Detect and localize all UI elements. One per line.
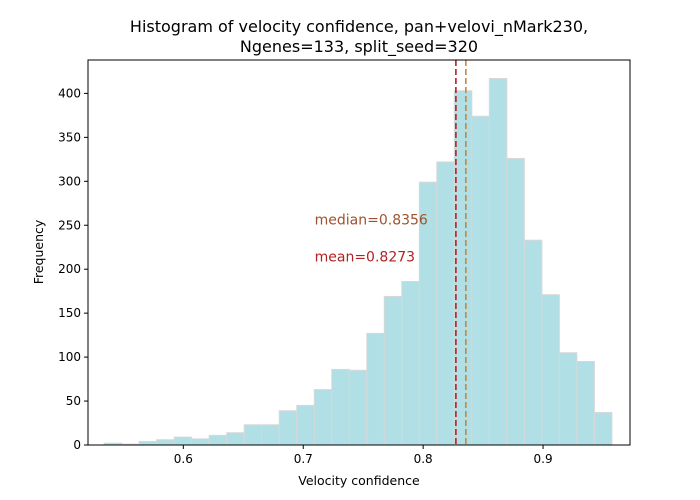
- y-axis-label: Frequency: [31, 219, 46, 284]
- chart-title-line-2: Ngenes=133, split_seed=320: [240, 37, 478, 57]
- histogram-bar: [226, 432, 245, 446]
- histogram-bar: [173, 436, 193, 446]
- histogram-bar: [471, 115, 490, 446]
- histogram-bar: [191, 438, 210, 446]
- x-tick-label: 0.6: [174, 452, 193, 466]
- x-tick-label: 0.8: [414, 452, 433, 466]
- histogram-bar: [313, 389, 333, 446]
- histogram-bar: [208, 434, 228, 446]
- histogram-bar: [156, 439, 175, 446]
- x-axis-label: Velocity confidence: [298, 473, 420, 488]
- median-annotation: median=0.8356: [315, 212, 428, 228]
- histogram-bar: [506, 157, 525, 446]
- histogram-bar: [523, 239, 543, 446]
- histogram-bar: [348, 369, 368, 446]
- y-tick-label: 400: [58, 86, 81, 100]
- y-tick-label: 350: [58, 130, 81, 144]
- histogram-bar: [488, 77, 508, 446]
- histogram-bar: [541, 294, 560, 446]
- histogram-bar: [436, 161, 455, 446]
- mean-annotation: mean=0.8273: [315, 249, 415, 265]
- histogram-bars: [103, 77, 613, 446]
- y-tick-label: 50: [66, 394, 81, 408]
- histogram-bar: [331, 368, 350, 446]
- y-axis-ticks: 0 50 100 150 200 250 300 350 400: [58, 86, 88, 452]
- y-tick-label: 200: [58, 262, 81, 276]
- histogram-bar: [138, 440, 158, 446]
- histogram-bar: [576, 360, 595, 446]
- histogram-bar: [593, 411, 613, 446]
- x-tick-label: 0.9: [534, 452, 553, 466]
- y-tick-label: 0: [73, 438, 81, 452]
- histogram-bar: [558, 352, 578, 446]
- annotations: median=0.8356 mean=0.8273: [315, 212, 428, 265]
- histogram-bar: [261, 424, 280, 446]
- x-axis-ticks: 0.6 0.7 0.8 0.9: [174, 445, 553, 466]
- histogram-bar: [453, 90, 473, 446]
- histogram-bar: [401, 281, 420, 446]
- x-tick-label: 0.7: [294, 452, 313, 466]
- histogram-bar: [243, 424, 263, 446]
- y-tick-label: 150: [58, 306, 81, 320]
- histogram-bar: [383, 295, 403, 446]
- histogram-bar: [278, 410, 298, 446]
- y-tick-label: 300: [58, 174, 81, 188]
- y-tick-label: 250: [58, 218, 81, 232]
- reference-lines: [455, 60, 467, 445]
- plot-frame: [87, 59, 631, 446]
- histogram-bar: [296, 404, 315, 446]
- histogram-bar: [366, 332, 385, 446]
- y-tick-label: 100: [58, 350, 81, 364]
- chart-title-line-1: Histogram of velocity confidence, pan+ve…: [130, 17, 588, 37]
